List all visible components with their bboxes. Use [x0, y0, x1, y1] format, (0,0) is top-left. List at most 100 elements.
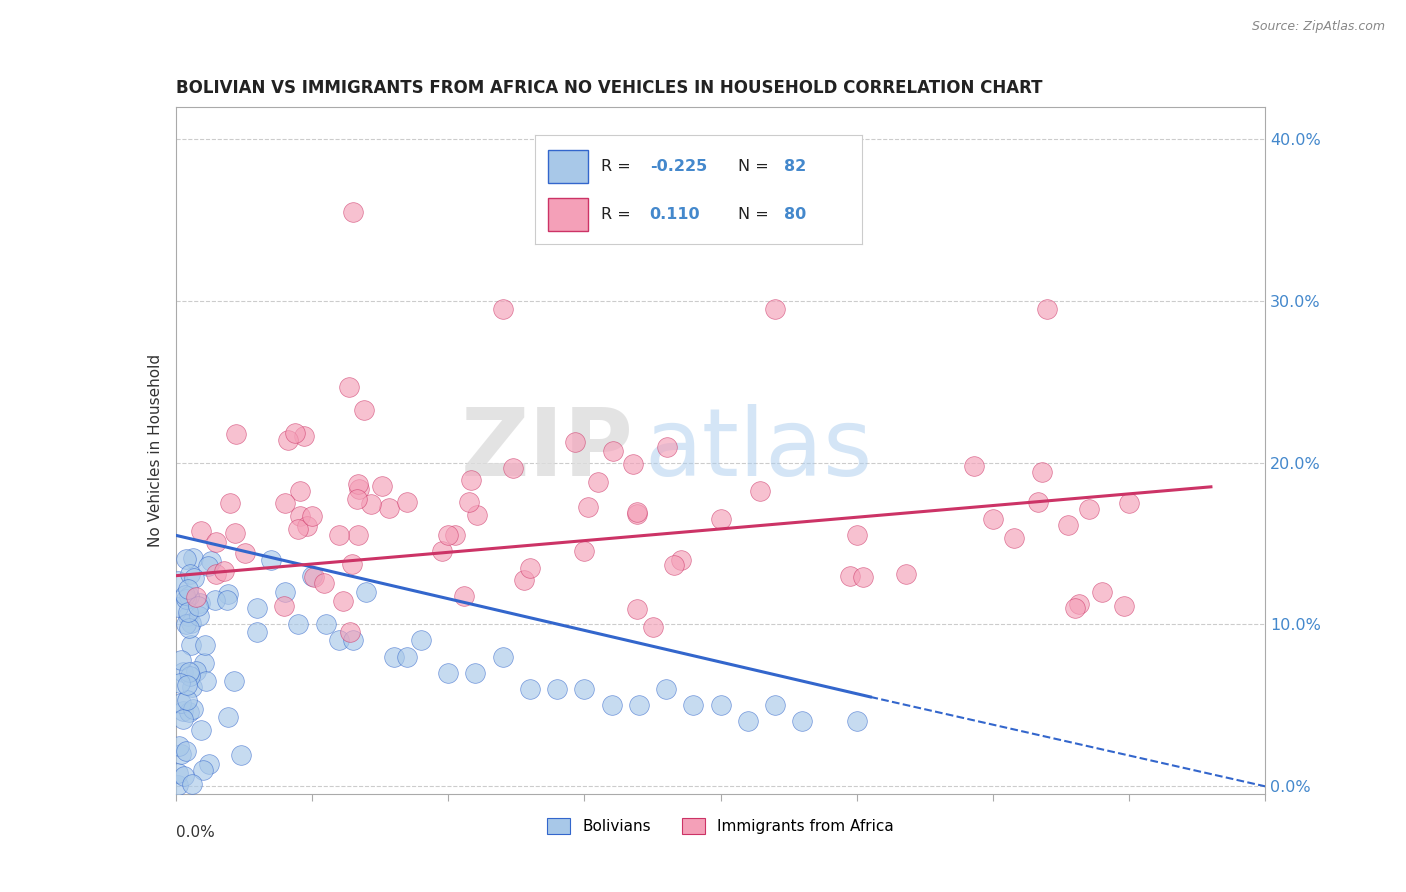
Point [205, 567, 228, 582]
Point [200, 554, 222, 568]
Point [621, 457, 644, 471]
Point [710, 698, 733, 712]
Point [246, 625, 269, 640]
Point [1026, 495, 1049, 509]
Point [177, 582, 200, 597]
Point [437, 665, 460, 680]
Point [197, 559, 219, 574]
Y-axis label: No Vehicles in Household: No Vehicles in Household [148, 354, 163, 547]
Point [219, 496, 242, 510]
Point [174, 743, 197, 757]
Point [172, 705, 194, 719]
Point [453, 589, 475, 603]
Point [174, 588, 197, 602]
Point [502, 461, 524, 475]
Point [274, 585, 297, 599]
Point [1063, 601, 1085, 615]
Point [737, 714, 759, 728]
Point [217, 710, 239, 724]
Point [302, 570, 325, 584]
Point [377, 500, 399, 515]
Text: atlas: atlas [644, 404, 873, 497]
Point [172, 665, 194, 680]
Point [337, 379, 360, 393]
Point [170, 653, 193, 667]
Point [602, 443, 624, 458]
Point [962, 458, 984, 473]
Point [177, 605, 200, 619]
Point [356, 585, 378, 599]
Point [464, 665, 486, 680]
Point [190, 723, 212, 738]
Point [763, 301, 786, 316]
Text: N =: N = [738, 159, 773, 174]
Point [1036, 301, 1059, 316]
Point [212, 564, 235, 578]
Point [277, 433, 299, 447]
Point [342, 205, 364, 219]
Point [371, 479, 394, 493]
Point [312, 575, 335, 590]
Point [360, 497, 382, 511]
Point [193, 656, 215, 670]
Point [586, 475, 609, 490]
Point [662, 558, 685, 572]
Point [183, 571, 205, 585]
Point [177, 665, 200, 680]
Point [274, 496, 297, 510]
Point [396, 649, 419, 664]
Point [332, 594, 354, 608]
Text: R =: R = [600, 159, 636, 174]
Point [315, 617, 337, 632]
Point [194, 638, 217, 652]
Point [627, 698, 650, 712]
Point [655, 440, 678, 454]
Point [1091, 585, 1114, 599]
Point [188, 596, 211, 610]
Point [792, 714, 814, 728]
Point [184, 664, 207, 678]
Point [1114, 599, 1136, 614]
Point [179, 669, 201, 683]
Text: R =: R = [600, 207, 636, 222]
Point [1077, 501, 1099, 516]
Text: BOLIVIAN VS IMMIGRANTS FROM AFRICA NO VEHICLES IN HOUSEHOLD CORRELATION CHART: BOLIVIAN VS IMMIGRANTS FROM AFRICA NO VE… [176, 79, 1042, 97]
Point [444, 527, 467, 541]
Point [1118, 496, 1140, 510]
Point [284, 425, 307, 440]
Point [288, 509, 311, 524]
FancyBboxPatch shape [548, 198, 588, 231]
Point [353, 403, 375, 417]
Point [180, 615, 202, 630]
Point [246, 601, 269, 615]
Point [170, 747, 193, 762]
Point [574, 681, 596, 696]
Point [347, 528, 370, 542]
Point [342, 633, 364, 648]
Point [167, 574, 190, 588]
Point [217, 586, 239, 600]
Point [301, 508, 323, 523]
Text: Source: ZipAtlas.com: Source: ZipAtlas.com [1251, 20, 1385, 33]
Point [839, 569, 862, 583]
Point [174, 617, 197, 632]
Point [290, 483, 312, 498]
Point [1002, 531, 1025, 545]
Point [287, 617, 309, 632]
Point [193, 763, 215, 777]
Point [287, 522, 309, 536]
Point [845, 528, 868, 542]
Point [896, 567, 918, 582]
Point [328, 633, 350, 648]
Point [1069, 597, 1091, 611]
Text: N =: N = [738, 207, 773, 222]
Point [643, 620, 665, 634]
Point [669, 553, 692, 567]
Point [1057, 517, 1080, 532]
Point [328, 528, 350, 542]
Point [492, 649, 515, 664]
Point [519, 561, 541, 575]
Point [197, 757, 219, 772]
Point [222, 673, 245, 688]
Point [181, 701, 204, 715]
